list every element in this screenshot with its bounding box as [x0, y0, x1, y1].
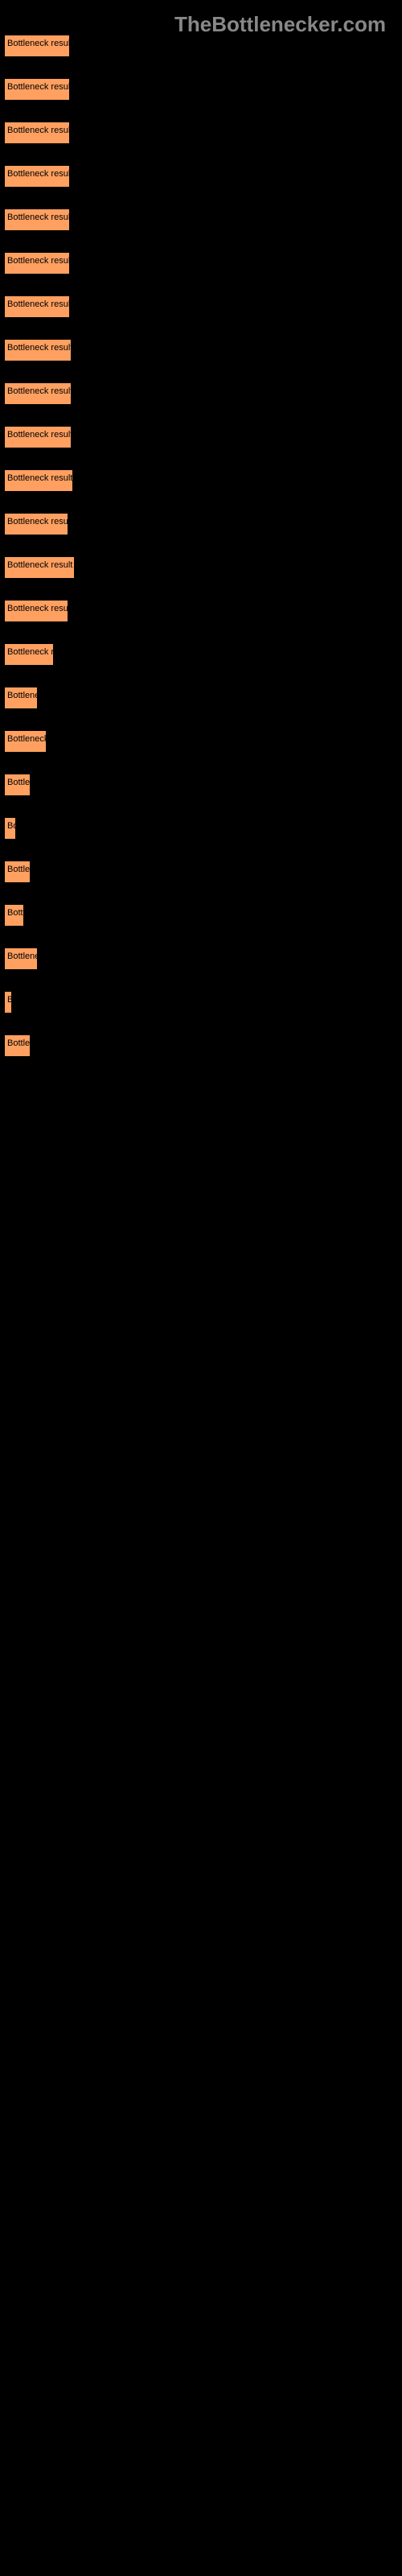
bar-row: Bottleneck result [4, 328, 398, 372]
bar-label: Bottleneck result [7, 169, 72, 179]
bar-chart: Bottleneck result Bottleneck result Bottle… [4, 24, 398, 1067]
bar-row: Bottleneck result [4, 589, 398, 633]
bar-row: Bottlene [4, 937, 398, 980]
bar-row: Bottleneck result [4, 111, 398, 155]
bar-row: Bottleneck result [4, 155, 398, 198]
bar-row: Bottleneck result [4, 415, 398, 459]
bar-label: Bottleneck result [7, 560, 72, 570]
bar-row: Bottleneck result [4, 459, 398, 502]
bar-label: Bottlene [7, 952, 39, 961]
bar-label: Bottleneck result [7, 82, 72, 92]
bar-label: Bottleneck result [7, 39, 72, 48]
bar-row: Bottleneck result [4, 546, 398, 589]
bar-label: Bottleneck result [7, 517, 72, 526]
bar-label: Bottleneck result [7, 386, 72, 396]
bar-row: Bottleneck result [4, 372, 398, 415]
bar-label: Bottleneck [7, 734, 48, 744]
bar-row: Bottleneck r [4, 633, 398, 676]
bar-row: Bottleneck result [4, 285, 398, 328]
bar-label: Bottleneck r [7, 647, 54, 657]
bar-label: Bottlene [7, 691, 39, 700]
bar-row: Bottleneck result [4, 68, 398, 111]
bar-label: Bottleneck result [7, 213, 72, 222]
bar-row: Bottleneck result [4, 198, 398, 242]
bar-label: B [7, 995, 13, 1005]
bar-label: Bottleneck result [7, 473, 72, 483]
bar-row: Bottle [4, 850, 398, 894]
bar-label: Bottleneck result [7, 430, 72, 440]
bar-label: Bott [7, 908, 23, 918]
bar-label: Bottle [7, 865, 30, 874]
bar-row: Bottle [4, 763, 398, 807]
bar-row: Bottlene [4, 676, 398, 720]
bar-row: Bottle [4, 1024, 398, 1067]
bar-label: Bottleneck result [7, 604, 72, 613]
bar-row: Bottleneck result [4, 502, 398, 546]
bar-label: Bottleneck result [7, 343, 72, 353]
bar-label: Bottle [7, 1038, 30, 1048]
bar-label: Bottleneck result [7, 299, 72, 309]
bar-row: Bo [4, 807, 398, 850]
bar-label: Bottleneck result [7, 126, 72, 135]
bar-label: Bottleneck result [7, 256, 72, 266]
bar-label: Bo [7, 821, 18, 831]
bar-row: B [4, 980, 398, 1024]
bar-row: Bottleneck result [4, 242, 398, 285]
bar-row: Bott [4, 894, 398, 937]
bar-label: Bottle [7, 778, 30, 787]
bar-row: Bottleneck [4, 720, 398, 763]
bar-row: Bottleneck result [4, 24, 398, 68]
